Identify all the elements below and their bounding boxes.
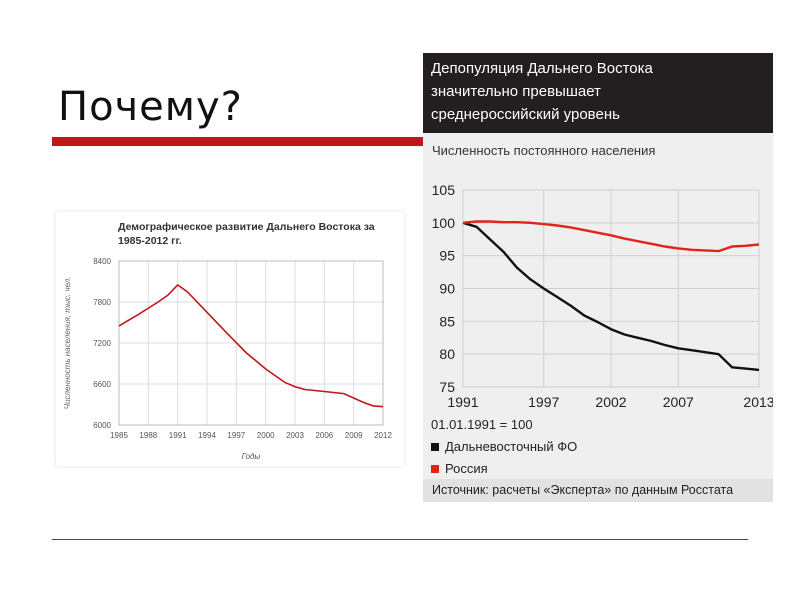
right-title-line-1: Депопуляция Дальнего Востока [431,60,653,77]
legend-label-far-east: Дальневосточный ФО [445,439,578,454]
left-y-tick-3: 7800 [93,298,111,307]
right-x-tick-2: 2002 [595,394,626,410]
right-chart-header: Депопуляция Дальнего Востока значительно… [423,53,773,133]
legend-swatch-russia [431,464,439,473]
legend-label-russia: Россия [445,461,488,476]
left-y-axis-label: Численность населения, тыс. чел. [63,277,72,410]
right-y-tick-1: 100 [432,215,456,231]
right-y-tick-4: 85 [439,313,455,329]
right-chart-subtitle: Численность постоянного населения [432,143,656,158]
left-x-tick-3: 1994 [198,431,216,440]
right-x-tick-3: 2007 [663,394,694,410]
left-y-tick-0: 6000 [93,421,111,430]
left-x-tick-5: 2000 [257,431,275,440]
left-series-line-0 [118,283,384,408]
right-y-tick-6: 75 [439,379,455,395]
right-y-tick-2: 95 [439,248,455,264]
right-x-tick-1: 1997 [528,394,559,410]
left-chart-title: Демографическое развитие Дальнего Восток… [118,221,375,247]
legend-swatch-far-east [431,442,439,451]
bottom-rule [52,539,748,540]
left-x-tick-4: 1997 [227,431,245,440]
left-y-tick-1: 6600 [93,380,111,389]
right-title-line-2: значительно превышает [431,83,601,100]
legend-item-russia: Россия [431,461,488,476]
legend-item-far-east: Дальневосточный ФО [431,439,577,454]
left-x-tick-8: 2009 [345,431,363,440]
right-y-tick-3: 90 [439,281,455,297]
title-underline-bar [52,137,424,146]
left-chart-panel: Демографическое развитие Дальнего Восток… [56,212,404,466]
left-x-tick-1: 1988 [139,431,157,440]
left-x-tick-0: 1985 [110,431,128,440]
left-x-tick-7: 2006 [315,431,333,440]
index-base-note: 01.01.1991 = 100 [431,417,533,432]
left-x-tick-9: 2012 [374,431,392,440]
right-title-line-3: среднероссийский уровень [431,106,620,123]
right-y-tick-5: 80 [439,346,455,362]
left-chart-svg: 1985 1988 1991 1994 1997 2000 2003 2006 2009 2012… [63,257,392,461]
left-x-tick-6: 2003 [286,431,304,440]
right-y-tick-0: 105 [432,182,456,198]
left-x-tick-2: 1991 [169,431,187,440]
right-x-tick-4: 2013 [743,394,773,410]
left-x-axis-label: Годы [242,452,261,461]
right-series-line-0 [462,221,760,372]
source-note: Источник: расчеты «Эксперта» по данным Р… [423,479,773,502]
left-plot-frame [118,260,384,426]
right-chart-panel: Депопуляция Дальнего Востока значительно… [423,53,773,502]
slide-title: Почему? [58,84,243,130]
left-y-tick-2: 7200 [93,339,111,348]
left-y-tick-4: 8400 [93,257,111,266]
right-series-line-1 [462,220,760,253]
right-x-tick-0: 1991 [447,394,478,410]
